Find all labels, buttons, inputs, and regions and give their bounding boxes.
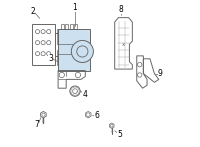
Text: 9: 9 [158,69,163,78]
Text: 2: 2 [30,7,35,16]
Text: 3: 3 [48,54,53,63]
Text: 7: 7 [34,120,39,129]
Bar [58,29,90,71]
Text: 6: 6 [95,111,99,120]
Bar [32,24,55,65]
Bar [55,33,58,56]
Bar [57,50,58,65]
Text: 8: 8 [119,5,124,14]
Circle shape [71,40,93,62]
Bar [65,24,68,29]
Text: x: x [122,42,125,47]
Bar [74,24,77,29]
Bar [70,24,73,29]
Text: 1: 1 [73,3,77,12]
Bar [61,24,64,29]
Bar [57,29,58,44]
Text: 5: 5 [117,130,122,139]
Text: 4: 4 [82,90,87,99]
